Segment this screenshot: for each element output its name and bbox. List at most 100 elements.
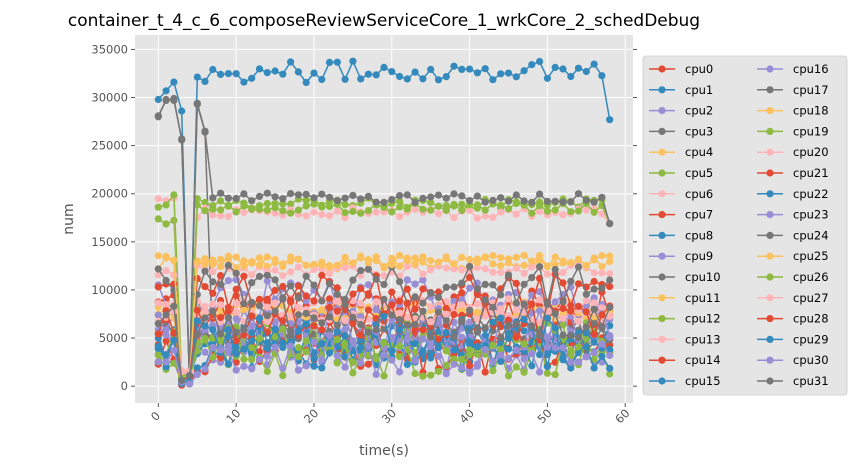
legend-entry-cpu14: cpu14 xyxy=(649,353,721,367)
data-point xyxy=(466,369,474,377)
legend-swatch-marker xyxy=(766,169,774,177)
data-point xyxy=(551,371,559,379)
data-point xyxy=(403,191,411,199)
data-point xyxy=(489,341,497,349)
data-point xyxy=(333,261,341,269)
data-point xyxy=(419,205,427,213)
data-point xyxy=(590,198,598,206)
legend: cpu0 cpu1 cpu2 cpu3 cpu4 cpu5 cpu6 cpu7 cpu8 cpu9… xyxy=(642,55,848,396)
data-point xyxy=(248,337,256,345)
data-point xyxy=(341,209,349,217)
legend-swatch-marker xyxy=(658,148,666,156)
data-point xyxy=(154,271,162,279)
data-point xyxy=(201,255,209,263)
data-point xyxy=(536,288,544,296)
legend-swatch-marker xyxy=(658,86,666,94)
data-point xyxy=(240,355,248,363)
data-point xyxy=(481,65,489,73)
data-point xyxy=(574,358,583,366)
data-point xyxy=(567,208,575,216)
data-point xyxy=(434,288,443,296)
data-point xyxy=(279,195,287,203)
data-point xyxy=(582,343,590,351)
data-point xyxy=(209,65,217,74)
data-point xyxy=(466,361,474,370)
data-point xyxy=(294,68,302,76)
data-point xyxy=(217,212,225,220)
data-point xyxy=(333,359,341,367)
data-point xyxy=(598,284,606,292)
data-point xyxy=(512,306,520,314)
data-point xyxy=(590,338,598,346)
data-point xyxy=(582,196,590,204)
data-point xyxy=(294,263,302,271)
data-point xyxy=(497,70,505,78)
data-point xyxy=(248,74,256,82)
data-point xyxy=(590,330,598,338)
data-point xyxy=(497,309,505,317)
legend-swatch-marker xyxy=(766,127,774,135)
data-point xyxy=(442,370,450,378)
data-point xyxy=(170,94,178,103)
data-point xyxy=(279,207,287,215)
data-point xyxy=(536,263,544,271)
data-point xyxy=(318,364,326,372)
data-point xyxy=(380,272,388,280)
data-point xyxy=(427,371,435,379)
data-point xyxy=(217,280,225,288)
data-point xyxy=(341,363,349,371)
data-point xyxy=(333,351,341,360)
data-point xyxy=(473,362,481,370)
legend-label: cpu29 xyxy=(793,332,829,346)
legend-entry-cpu26: cpu26 xyxy=(757,270,829,284)
data-point xyxy=(434,342,443,350)
legend-swatch-marker xyxy=(658,211,666,219)
series-cpu30 xyxy=(154,331,614,388)
data-point xyxy=(442,206,450,214)
data-point xyxy=(388,261,396,269)
data-point xyxy=(606,364,614,372)
data-point xyxy=(271,319,279,327)
data-point xyxy=(419,372,427,380)
data-point xyxy=(466,318,474,326)
data-point xyxy=(489,367,497,375)
data-point xyxy=(466,306,474,314)
data-point xyxy=(263,367,271,376)
data-point xyxy=(162,311,170,319)
data-point xyxy=(442,304,450,313)
data-point xyxy=(154,283,162,291)
data-point xyxy=(170,336,178,344)
data-point xyxy=(590,277,598,286)
legend-swatch-marker xyxy=(766,273,774,281)
legend-label: cpu9 xyxy=(685,249,713,263)
data-point xyxy=(271,286,279,294)
data-point xyxy=(248,298,256,306)
data-point xyxy=(497,208,505,216)
data-point xyxy=(559,298,567,306)
data-point xyxy=(349,337,357,345)
data-point xyxy=(427,193,435,201)
data-point xyxy=(248,365,256,373)
data-point xyxy=(162,276,170,285)
data-point xyxy=(450,260,458,268)
legend-entry-cpu30: cpu30 xyxy=(757,353,829,367)
data-point xyxy=(403,257,411,265)
legend-entry-cpu12: cpu12 xyxy=(649,312,721,326)
data-point xyxy=(466,206,474,214)
data-point xyxy=(154,320,162,328)
data-point xyxy=(372,71,380,79)
data-point xyxy=(388,356,396,364)
data-point xyxy=(481,345,489,354)
data-point xyxy=(162,301,170,309)
data-point xyxy=(380,372,388,380)
data-point xyxy=(582,261,590,269)
data-point xyxy=(536,307,544,315)
data-point xyxy=(357,321,365,329)
data-point xyxy=(536,351,544,359)
data-point xyxy=(294,311,302,319)
data-point xyxy=(528,263,536,271)
data-point xyxy=(341,201,349,209)
data-point xyxy=(193,364,201,372)
data-point xyxy=(411,357,419,365)
data-point xyxy=(427,289,435,297)
